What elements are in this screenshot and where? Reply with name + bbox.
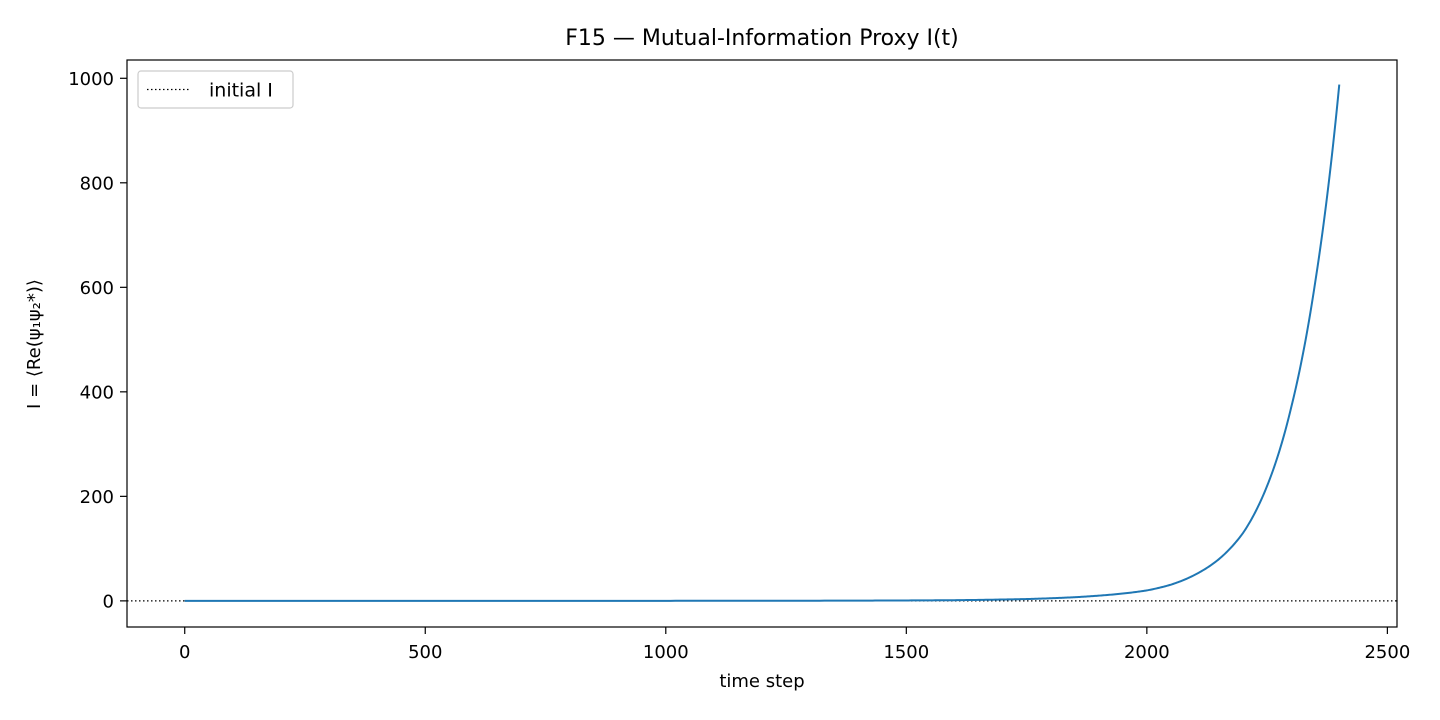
y-tick-label-3: 600: [80, 278, 114, 299]
axes: 0 500 1000 1500 2000 2500 0 200 400 600 800 1000: [68, 59, 1410, 663]
y-tick-label-2: 400: [80, 382, 114, 403]
x-axis-label: time step: [719, 671, 804, 692]
x-tick-label-2: 1000: [643, 642, 689, 663]
series-line-0: [184, 84, 1341, 602]
x-tick-label-0: 0: [179, 642, 190, 663]
y-axis-label: I = ⟨Re(ψ₁ψ₂*)⟩: [24, 279, 45, 409]
legend-label-initial-i: initial I: [209, 80, 273, 102]
x-tick-label-5: 2500: [1364, 642, 1410, 663]
x-tick-label-4: 2000: [1124, 642, 1170, 663]
legend-box: [137, 70, 294, 109]
x-tick-label-1: 500: [408, 642, 442, 663]
plot-frame: [126, 59, 1398, 628]
chart-title: F15 — Mutual-Information Proxy I(t): [565, 26, 959, 51]
y-tick-label-4: 800: [80, 173, 114, 194]
y-tick-label-5: 1000: [68, 69, 114, 90]
y-tick-label-1: 200: [80, 487, 114, 508]
y-tick-label-0: 0: [103, 591, 114, 612]
x-tick-label-3: 1500: [883, 642, 929, 663]
plot-area: [127, 84, 1397, 602]
legend: initial I: [137, 70, 294, 109]
